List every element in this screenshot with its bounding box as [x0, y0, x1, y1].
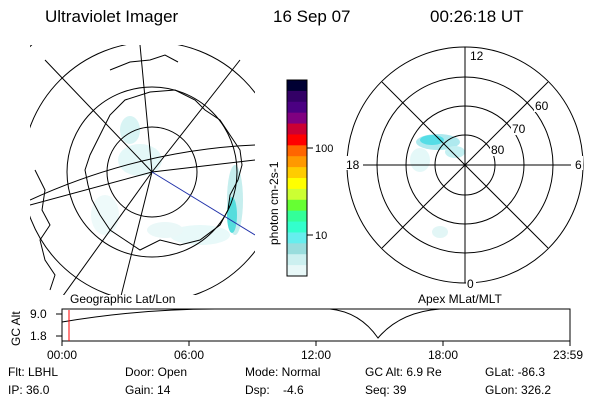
colorbar-tick-100: 100 — [315, 143, 333, 155]
colorbar-band — [287, 188, 307, 201]
colorbar-band — [287, 80, 307, 92]
altitude-xtick-2: 12:00 — [301, 348, 331, 362]
lat-label-60: 60 — [535, 99, 549, 113]
colorbar-tick-10: 10 — [315, 230, 327, 242]
mag-caption: Apex MLat/MLT — [418, 292, 502, 306]
altitude-xtick-0: 00:00 — [47, 348, 77, 362]
colorbar-band — [287, 101, 307, 114]
info-ip: IP: 36.0 — [8, 383, 50, 397]
mlt-label-18: 18 — [346, 158, 360, 172]
lat-label-70: 70 — [512, 122, 526, 136]
colorbar-band — [287, 90, 307, 103]
info-seq: Seq: 39 — [365, 383, 407, 397]
colorbar-band — [287, 156, 307, 168]
altitude-ytick-1.8: 1.8 — [30, 329, 47, 343]
lat-label-80: 80 — [491, 143, 505, 157]
mlt-label-12: 12 — [470, 49, 484, 63]
colorbar-band — [287, 210, 307, 223]
info-glon: GLon: 326.2 — [485, 383, 552, 397]
colorbar-band — [287, 167, 307, 179]
colorbar-band — [287, 145, 307, 157]
altitude-ylabel: GC Alt — [9, 311, 23, 346]
colorbar-band — [287, 254, 307, 266]
geo-aurora — [91, 116, 243, 245]
colorbar-band — [287, 178, 307, 190]
date-label: 16 Sep 07 — [273, 7, 351, 26]
info-filter: Flt: LBHL — [8, 365, 59, 379]
altitude-xtick-3: 18:00 — [428, 348, 458, 362]
colorbar-band — [287, 199, 307, 212]
mag-aurora — [410, 134, 465, 238]
info-mode: Mode: Normal — [245, 365, 321, 379]
altitude-xtick-1: 06:00 — [174, 348, 204, 362]
geo-caption: Geographic Lat/Lon — [70, 292, 176, 306]
colorbar-band — [287, 232, 307, 244]
coastline — [84, 89, 243, 251]
colorbar-label: photon cm-2s-1 — [267, 161, 281, 245]
colorbar-band — [287, 123, 307, 135]
info-gain: Gain: 14 — [125, 383, 171, 397]
info-gc-alt: GC Alt: 6.9 Re — [365, 365, 442, 379]
mlt-label-0: 0 — [467, 277, 474, 291]
altitude-xtick-4: 23:59 — [553, 348, 583, 362]
altitude-ytick-9: 9.0 — [30, 307, 47, 321]
colorbar-band — [287, 221, 307, 233]
info-glat: GLat: -86.3 — [485, 365, 546, 379]
info-dsp: Dsp: -4.6 — [245, 383, 304, 397]
info-door: Door: Open — [125, 365, 188, 379]
mag-grid — [346, 46, 584, 284]
mlt-label-6: 6 — [575, 158, 582, 172]
instrument-title: Ultraviolet Imager — [45, 7, 179, 26]
colorbar-band — [287, 112, 307, 125]
colorbar-band — [287, 265, 307, 277]
time-label: 00:26:18 UT — [430, 7, 524, 26]
colorbar-band — [287, 134, 307, 146]
colorbar-band — [287, 243, 307, 255]
